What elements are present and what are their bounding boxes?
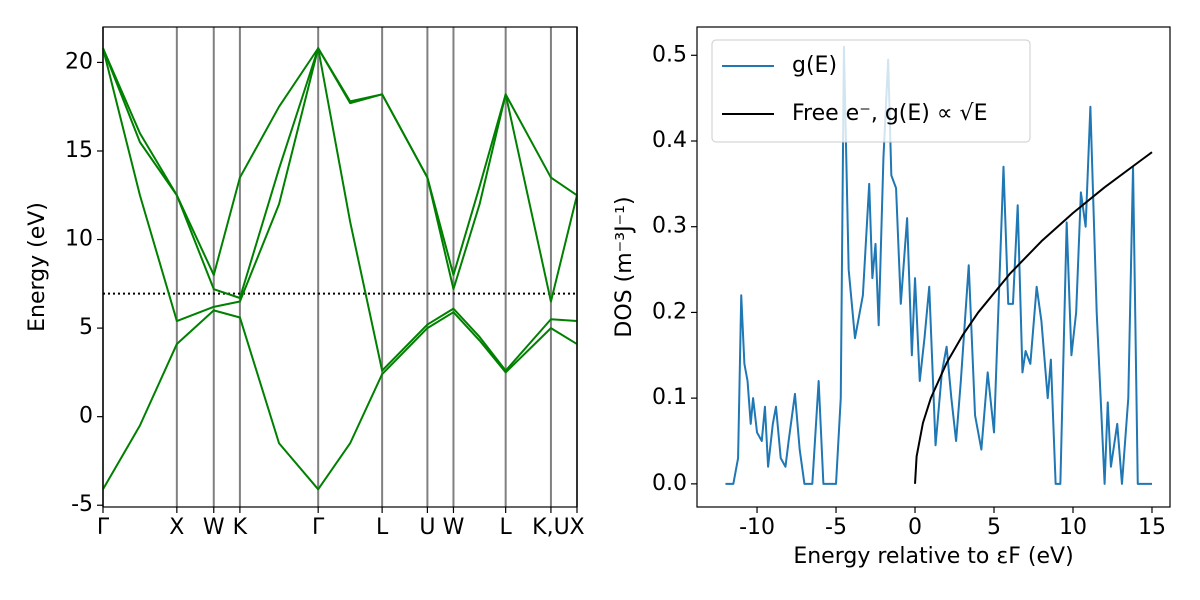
- x-tick-label: 5: [987, 515, 1001, 540]
- legend-label: Free e⁻, g(E) ∝ √E: [792, 101, 987, 126]
- y-tick-label: 20: [65, 49, 93, 74]
- y-tick-label: 0.1: [652, 385, 687, 410]
- y-tick-label: 0.2: [652, 299, 687, 324]
- y-tick-label: 15: [65, 138, 93, 163]
- x-tick-label: 15: [1138, 515, 1166, 540]
- x-tick-label: K,U: [532, 515, 570, 540]
- series-line: [102, 47, 578, 372]
- y-tick-label: 0.0: [652, 471, 687, 496]
- legend-box: [711, 39, 1031, 143]
- series-line: [725, 45, 1152, 485]
- y-axis-label: Energy (eV): [25, 202, 50, 332]
- x-tick-label: L: [376, 515, 389, 540]
- y-tick-label: 5: [79, 315, 93, 340]
- y-tick-label: 0.3: [652, 214, 687, 239]
- x-tick-label: W: [443, 515, 465, 540]
- series-line: [102, 309, 578, 491]
- axes-frame: [696, 26, 1171, 508]
- x-tick-label: W: [203, 515, 225, 540]
- series-line: [102, 47, 578, 276]
- y-tick-label: 10: [65, 227, 93, 252]
- y-tick-label: -5: [71, 492, 93, 517]
- x-tick-label: 0: [908, 515, 922, 540]
- x-tick-label: Γ: [97, 515, 110, 540]
- axes-frame: [102, 26, 578, 508]
- x-tick-label: U: [419, 515, 435, 540]
- y-tick-label: 0.5: [652, 42, 687, 67]
- x-tick-label: -5: [825, 515, 847, 540]
- x-tick-label: 10: [1059, 515, 1087, 540]
- y-tick-label: 0: [79, 404, 93, 429]
- y-tick-label: 0.4: [652, 128, 687, 153]
- x-tick-label: -10: [739, 515, 775, 540]
- y-axis-label: DOS (m⁻³J⁻¹): [612, 196, 637, 337]
- x-tick-label: L: [500, 515, 513, 540]
- legend-label: g(E): [792, 53, 837, 78]
- x-tick-label: X: [169, 515, 184, 540]
- series-line: [914, 151, 1153, 484]
- x-axis-label: Energy relative to εF (eV): [793, 544, 1073, 569]
- x-tick-label: K: [233, 515, 248, 540]
- x-tick-label: X: [569, 515, 584, 540]
- x-tick-label: Γ: [312, 515, 325, 540]
